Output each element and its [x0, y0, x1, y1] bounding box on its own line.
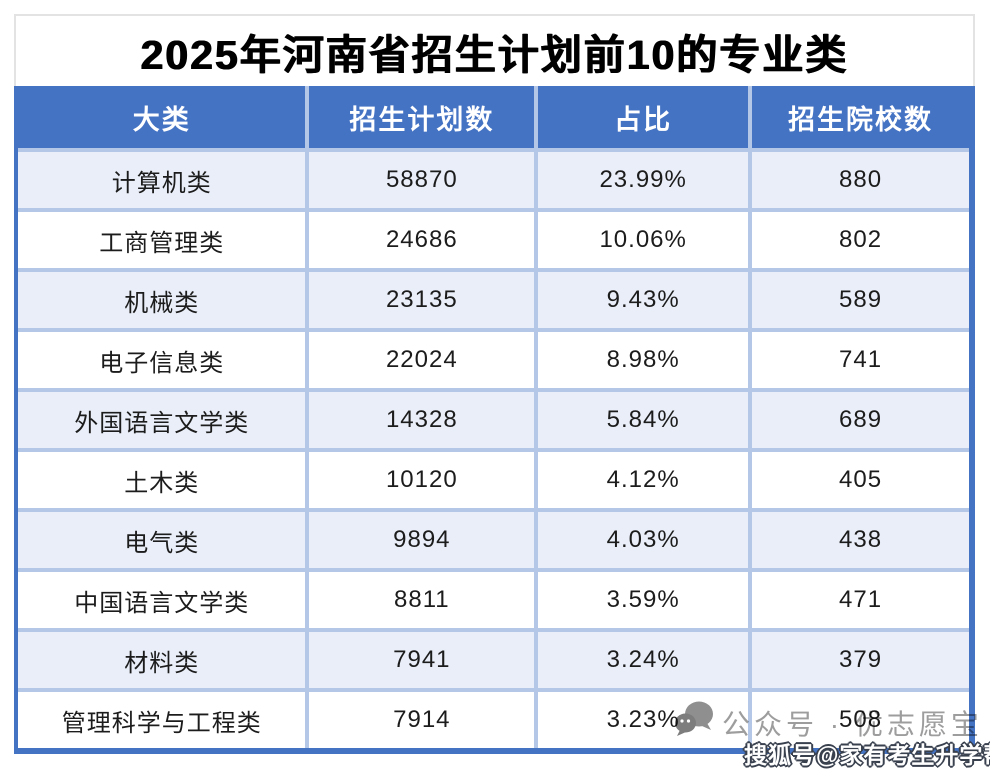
- cell-category: 工商管理类: [18, 212, 306, 268]
- cell-plan-count: 58870: [309, 152, 535, 208]
- cell-school-count: 379: [752, 632, 969, 688]
- cell-plan-count: 24686: [309, 212, 535, 268]
- cell-school-count: 438: [752, 512, 969, 568]
- sohu-watermark-text: 搜狐号@家有考生升学帮: [744, 742, 990, 768]
- cell-category: 电子信息类: [18, 332, 306, 388]
- cell-plan-count: 22024: [309, 332, 535, 388]
- page-title: 2025年河南省招生计划前10的专业类: [14, 14, 975, 86]
- cell-school-count: 880: [752, 152, 969, 208]
- cell-category: 外国语言文学类: [18, 392, 306, 448]
- cell-category: 管理科学与工程类: [18, 692, 306, 748]
- cell-plan-count: 10120: [309, 452, 535, 508]
- cell-percentage: 5.84%: [538, 392, 749, 448]
- cell-plan-count: 7941: [309, 632, 535, 688]
- cell-category: 土木类: [18, 452, 306, 508]
- cell-percentage: 4.03%: [538, 512, 749, 568]
- header-cell-category: 大类: [18, 86, 306, 148]
- cell-percentage: 3.59%: [538, 572, 749, 628]
- cell-category: 材料类: [18, 632, 306, 688]
- cell-category: 机械类: [18, 272, 306, 328]
- cell-plan-count: 14328: [309, 392, 535, 448]
- cell-percentage: 4.12%: [538, 452, 749, 508]
- table-frame: 2025年河南省招生计划前10的专业类 大类 招生计划数 占比 招生院校数 计算…: [14, 14, 975, 754]
- cell-plan-count: 9894: [309, 512, 535, 568]
- cell-plan-count: 7914: [309, 692, 535, 748]
- header-cell-plan-count: 招生计划数: [309, 86, 535, 148]
- cell-category: 电气类: [18, 512, 306, 568]
- cell-percentage: 8.98%: [538, 332, 749, 388]
- cell-plan-count: 23135: [309, 272, 535, 328]
- cell-percentage: 3.23%: [538, 692, 749, 748]
- cell-plan-count: 8811: [309, 572, 535, 628]
- cell-school-count: 508: [752, 692, 969, 748]
- cell-percentage: 10.06%: [538, 212, 749, 268]
- cell-school-count: 405: [752, 452, 969, 508]
- page-title-text: 2025年河南省招生计划前10的专业类: [140, 32, 849, 78]
- cell-school-count: 689: [752, 392, 969, 448]
- cell-category: 计算机类: [18, 152, 306, 208]
- header-cell-school-count: 招生院校数: [752, 86, 969, 148]
- cell-category: 中国语言文学类: [18, 572, 306, 628]
- cell-school-count: 802: [752, 212, 969, 268]
- cell-school-count: 741: [752, 332, 969, 388]
- cell-school-count: 471: [752, 572, 969, 628]
- header-cell-percentage: 占比: [538, 86, 749, 148]
- cell-school-count: 589: [752, 272, 969, 328]
- cell-percentage: 3.24%: [538, 632, 749, 688]
- cell-percentage: 9.43%: [538, 272, 749, 328]
- enrollment-table: 大类 招生计划数 占比 招生院校数 计算机类 58870 23.99% 880 …: [14, 86, 975, 754]
- cell-percentage: 23.99%: [538, 152, 749, 208]
